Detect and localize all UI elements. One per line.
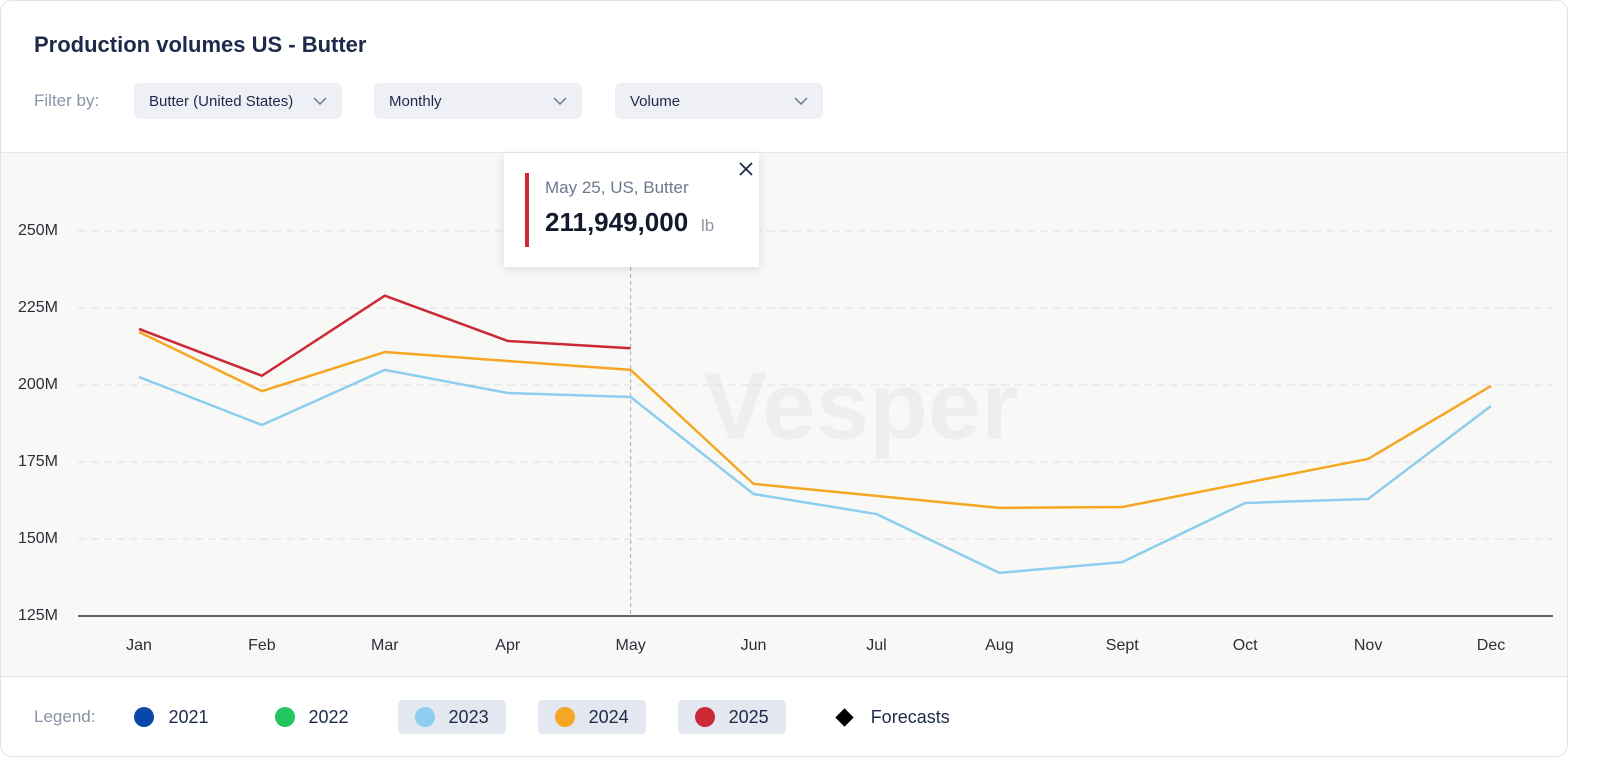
tooltip-unit: lb	[701, 216, 715, 235]
legend-item: Forecasts	[818, 700, 967, 734]
legend-text: 2023	[448, 706, 489, 727]
watermark: Vesper	[704, 352, 1019, 459]
x-tick-label: Jul	[866, 637, 886, 654]
legend-swatch	[134, 707, 155, 727]
forecast-marker	[834, 707, 854, 727]
tooltip: May 25, US, Butter 211,949,000 lb	[504, 153, 759, 267]
legend-swatch	[414, 707, 435, 727]
chevron	[794, 97, 808, 105]
legend-label: Legend:	[34, 707, 96, 726]
legend-item[interactable]: 2025	[677, 700, 786, 734]
x-tick-label: Sept	[1106, 637, 1139, 654]
card: Vesper 125M 150M 175M 200M 225M 250M Jan Feb Mar…	[0, 0, 1568, 757]
chart: Vesper 125M 150M 175M 200M 225M 250M Jan Feb Mar…	[1, 152, 1567, 677]
dropdown[interactable]: Volume	[615, 83, 823, 119]
plot-background	[1, 153, 1567, 676]
legend-item[interactable]: 2021	[117, 700, 225, 734]
legend-swatch	[694, 707, 715, 727]
x-tick-label: Aug	[985, 637, 1013, 654]
y-tick-label: 250M	[18, 222, 58, 239]
series-line	[138, 294, 631, 378]
legend-text: 2021	[168, 706, 209, 727]
dropdown[interactable]: Monthly	[374, 83, 582, 119]
series-line	[138, 330, 1492, 510]
dropdown-label: Volume	[630, 92, 681, 110]
y-tick-label: 200M	[18, 376, 58, 393]
x-tick-label: Oct	[1233, 637, 1258, 654]
legend-swatch	[554, 707, 575, 727]
tooltip-value: 211,949,000	[545, 207, 689, 237]
y-tick-label: 125M	[18, 607, 58, 624]
x-tick-label: May	[616, 637, 646, 654]
legend-item[interactable]: 2022	[258, 700, 366, 734]
legend-text: Forecasts	[870, 706, 950, 727]
legend-text: 2024	[588, 706, 629, 727]
y-tick-label: 225M	[18, 299, 58, 316]
x-tick-label: Jan	[126, 637, 152, 654]
close-button[interactable]	[739, 162, 753, 176]
x-tick-label: Feb	[248, 637, 276, 654]
x-tick-label: Nov	[1354, 637, 1382, 654]
legend-text: 2022	[308, 706, 349, 727]
x-tick-label: Dec	[1477, 637, 1505, 654]
filter-label: Filter by:	[34, 91, 100, 110]
x-tick-label: Apr	[495, 637, 521, 654]
tooltip-title: May 25, US, Butter	[545, 178, 689, 197]
tooltip-color	[525, 173, 529, 247]
x-tick-label: Jun	[741, 637, 767, 654]
x-tick-label: Mar	[371, 637, 399, 654]
y-tick-label: 150M	[18, 530, 58, 547]
series-line	[138, 368, 1492, 575]
chevron	[553, 97, 567, 105]
legend-item[interactable]: 2024	[537, 700, 646, 734]
legend-swatch	[274, 707, 295, 727]
legend-item[interactable]: 2023	[397, 700, 506, 734]
y-tick-label: 175M	[18, 453, 58, 470]
dropdown[interactable]: Butter (United States)	[134, 83, 342, 119]
title: Production volumes US - Butter	[34, 32, 367, 57]
chevron	[313, 97, 327, 105]
legend-text: 2025	[728, 706, 769, 727]
legend: Legend: 2021 2022 2023 2024 2025 Forecasts	[34, 699, 999, 735]
dropdown-label: Monthly	[389, 92, 442, 110]
dropdown-label: Butter (United States)	[149, 92, 294, 110]
